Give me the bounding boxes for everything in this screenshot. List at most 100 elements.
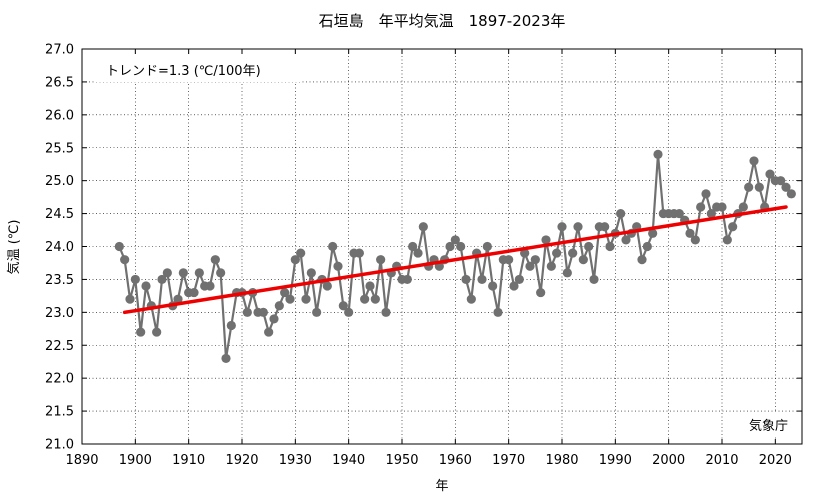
data-point [717,202,727,212]
data-point [536,287,546,298]
data-point [413,248,423,258]
data-point [296,248,306,258]
data-point [696,202,706,212]
data-point [754,182,764,192]
data-point [616,208,626,219]
data-point [242,307,252,317]
data-point [562,268,572,278]
data-point [552,248,562,258]
data-point [141,281,151,291]
y-axis-label: 気温 (℃) [6,220,22,275]
y-tick-label: 23.0 [45,306,74,321]
data-point [461,274,471,285]
data-point [578,255,588,265]
x-tick-label: 1900 [119,453,152,468]
y-tick-label: 21.0 [45,438,74,453]
data-point [525,261,535,271]
data-point [674,208,684,219]
data-point [402,274,412,285]
y-tick-label: 21.5 [45,405,74,420]
y-tick-label: 24.0 [45,240,74,255]
data-point [173,294,183,304]
data-point [621,235,631,245]
data-point [653,149,663,159]
y-tick-label: 27.0 [45,43,74,58]
data-point [226,320,236,331]
data-point [322,281,332,291]
data-point [120,255,130,265]
x-axis-label: 年 [435,479,448,494]
data-point [157,274,167,285]
data-point [210,255,220,265]
data-point [642,241,652,252]
source-label-background [734,413,792,435]
data-point [269,314,279,324]
data-point [306,268,316,278]
trend-label: トレンド=1.3 (℃/100年) [106,64,261,79]
data-point [786,189,796,199]
data-point [744,182,754,192]
data-point [738,202,748,212]
data-point [376,255,386,265]
data-point [450,235,460,245]
data-point [573,222,583,232]
data-point [333,261,343,271]
data-point [749,156,759,166]
data-point [258,307,268,317]
source-label: 気象庁 [749,418,788,434]
x-tick-label: 1920 [225,453,258,468]
x-tick-label: 1970 [492,453,525,468]
data-point [136,327,146,337]
x-tick-label: 1940 [332,453,365,468]
data-point [360,294,370,304]
x-tick-label: 1890 [65,453,98,468]
data-point [354,248,364,258]
trend-line [122,205,788,315]
data-point [189,287,199,298]
y-tick-label: 22.5 [45,339,74,354]
data-point [338,301,348,311]
data-point [221,353,231,364]
data-point [701,189,711,199]
x-tick-label: 1950 [385,453,418,468]
data-point [728,222,738,232]
data-point [493,307,503,317]
x-tick-label: 2020 [759,453,792,468]
data-point [125,294,135,304]
data-point [445,241,455,252]
y-tick-label: 25.5 [45,141,74,156]
y-tick-labels: 21.0 21.5 22.0 22.5 23.0 23.5 24.0 24.5 25.0 25.5… [45,43,74,453]
data-point [776,176,786,186]
data-point [152,327,162,337]
y-tick-label: 26.0 [45,108,74,123]
data-point [344,307,354,317]
plot-frame [81,48,803,445]
data-point [477,274,487,285]
data-point [178,268,188,278]
data-point [637,255,647,265]
x-tick-label: 1980 [545,453,578,468]
data-point [722,235,732,245]
data-point [584,241,594,252]
data-point [290,255,300,265]
data-point [264,327,274,337]
data-point [365,281,375,291]
x-tick-label: 1910 [172,453,205,468]
data-point [456,241,466,252]
data-point [605,241,615,252]
data-point [488,281,498,291]
data-point [162,268,172,278]
data-point [408,241,418,252]
y-tick-label: 26.5 [45,75,74,90]
data-point [216,268,226,278]
data-point [328,241,338,252]
data-point [546,261,556,271]
data-point [285,294,295,304]
data-point [194,268,204,278]
trend-label-background [96,56,302,82]
data-point [568,248,578,258]
data-point [706,208,716,219]
y-tick-label: 24.5 [45,207,74,222]
data-point [301,294,311,304]
grid-lines [81,48,802,445]
